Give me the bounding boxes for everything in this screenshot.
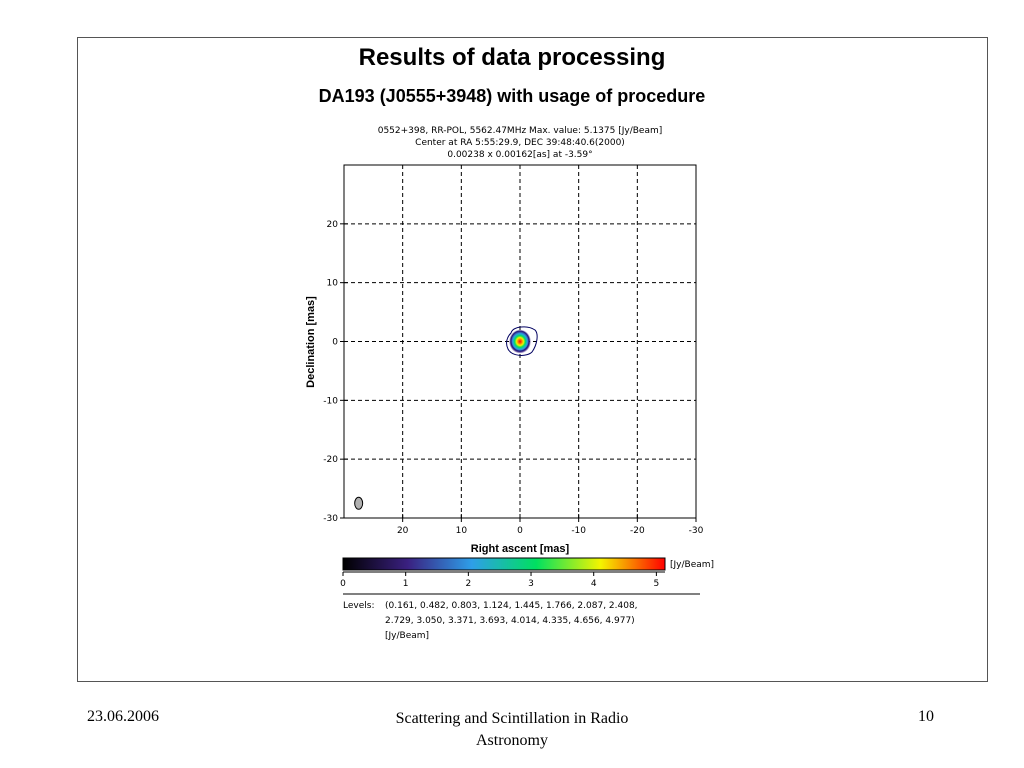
colorbar-ticks: 0 1 2 3 4 5 — [340, 572, 659, 589]
footer-title-line: Scattering and Scintillation in Radio — [395, 710, 629, 727]
y-axis-label: Declination [mas] — [305, 296, 317, 388]
x-tick-label: 0 — [517, 526, 523, 536]
colorbar — [342, 557, 666, 571]
figure-header-line: 0.00238 x 0.00162[as] at -3.59° — [447, 150, 593, 160]
footer-title: Scattering and Scintillation in Radio As… — [352, 708, 672, 752]
contour-inner — [510, 330, 530, 352]
colorbar-tick-label: 1 — [403, 579, 409, 589]
x-tick-label: -30 — [689, 526, 704, 536]
y-tick-label: -10 — [323, 396, 338, 406]
levels-label: Levels: — [343, 601, 374, 611]
footer-title-line: Astronomy — [476, 732, 548, 749]
slide-subtitle: DA193 (J0555+3948) with usage of procedu… — [318, 86, 706, 106]
figure-header-line: Center at RA 5:55:29.9, DEC 39:48:40.6(2… — [415, 138, 625, 148]
footer-date: 23.06.2006 — [87, 708, 159, 725]
colorbar-tick-label: 3 — [528, 579, 534, 589]
colorbar-tick-label: 4 — [591, 579, 597, 589]
y-tick-label: -20 — [323, 455, 338, 465]
x-tick-label: 10 — [456, 526, 468, 536]
levels-line: (0.161, 0.482, 0.803, 1.124, 1.445, 1.76… — [385, 601, 638, 611]
colorbar-unit: [Jy/Beam] — [670, 560, 714, 570]
y-tick-label: 10 — [327, 279, 339, 289]
slide-title: Results of data processing — [358, 44, 666, 71]
x-axis: 20 10 0 -10 -20 -30 — [397, 514, 704, 536]
x-tick-label: -20 — [630, 526, 645, 536]
page-number: 10 — [918, 708, 934, 725]
colorbar-tick-label: 2 — [465, 579, 471, 589]
slide-frame — [77, 37, 988, 682]
source-emission — [506, 326, 538, 356]
y-axis: 20 10 0 -10 -20 -30 — [323, 220, 348, 524]
colorbar-tick-label: 0 — [340, 579, 346, 589]
colorbar-tick-label: 5 — [654, 579, 660, 589]
levels-line: 2.729, 3.050, 3.371, 3.693, 4.014, 4.335… — [385, 616, 635, 626]
figure-header-line: 0552+398, RR-POL, 5562.47MHz Max. value:… — [377, 126, 663, 136]
contour-outer — [506, 326, 538, 356]
levels-line: [Jy/Beam] — [385, 631, 429, 641]
source-peak — [509, 329, 531, 354]
y-tick-label: 0 — [332, 338, 338, 348]
y-tick-label: 20 — [327, 220, 339, 230]
x-tick-label: -10 — [571, 526, 586, 536]
x-axis-label: Right ascent [mas] — [471, 543, 570, 555]
x-tick-label: 20 — [397, 526, 409, 536]
beam-ellipse — [354, 496, 364, 510]
y-tick-label: -30 — [323, 514, 338, 524]
